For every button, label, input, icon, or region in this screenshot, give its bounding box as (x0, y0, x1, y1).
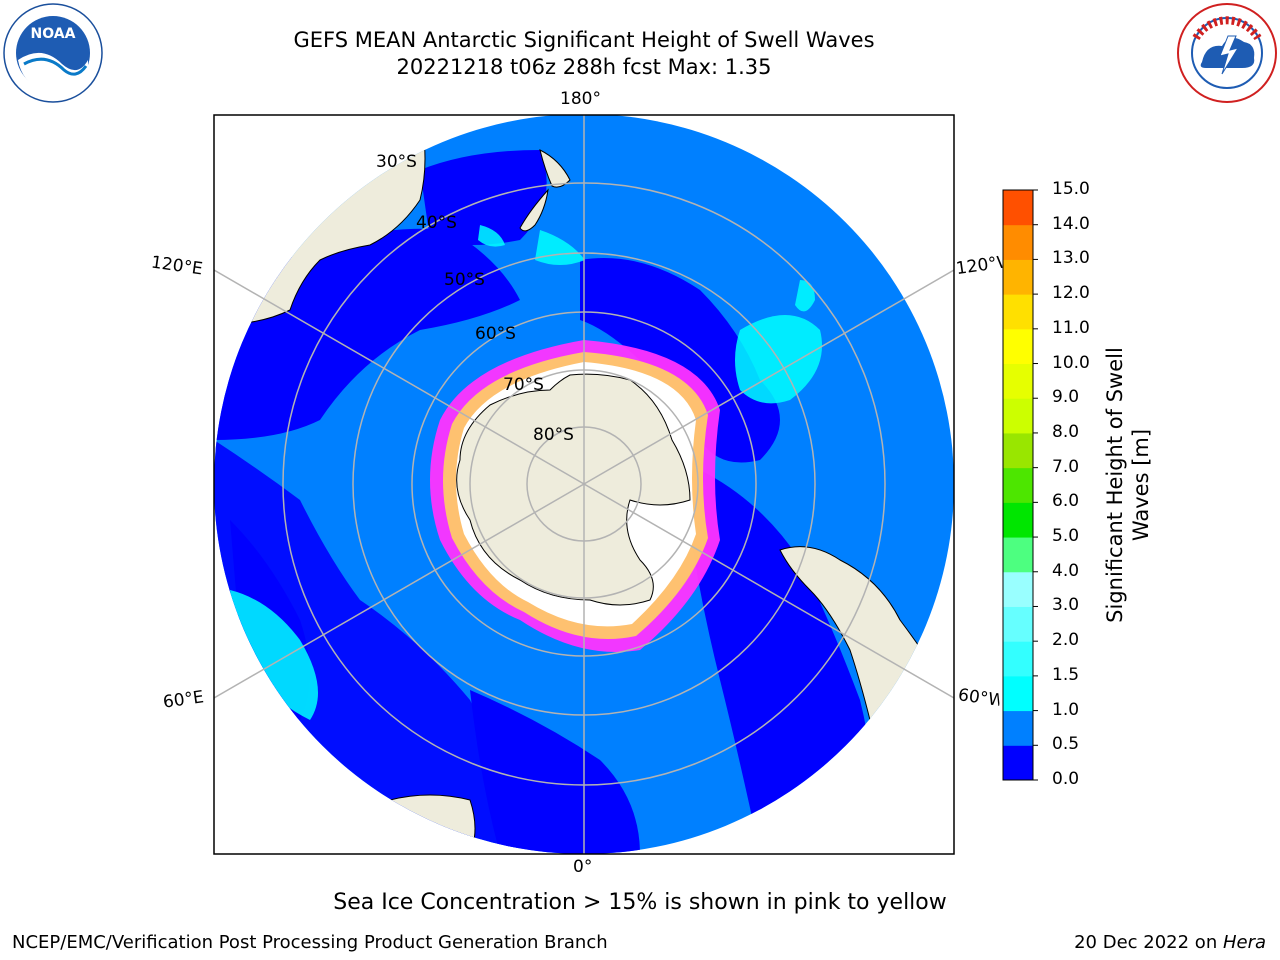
svg-text:NOAA: NOAA (31, 26, 76, 42)
colorbar-frame (1002, 189, 1034, 781)
colorbar-tick-label: 12.0 (1052, 283, 1090, 304)
lon-label-180: 180° (560, 89, 601, 109)
colorbar-tick-label: 7.0 (1052, 456, 1080, 477)
colorbar-tick-label: 9.0 (1052, 387, 1080, 408)
colorbar-band (1003, 432, 1033, 469)
colorbar-tick-label: 13.0 (1052, 248, 1090, 269)
colorbar-band (1003, 537, 1033, 573)
map-frame (213, 114, 955, 855)
colorbar-band (1003, 328, 1033, 365)
colorbar-band (1003, 571, 1033, 607)
colorbar-tick-label: 4.0 (1052, 560, 1080, 581)
colorbar-tick-label: 6.0 (1052, 491, 1080, 512)
lat-label-70s: 70°S (503, 375, 544, 395)
colorbar-tick-label: 11.0 (1052, 317, 1090, 338)
colorbar-tick-label: 0.0 (1052, 769, 1080, 789)
colorbar-band (1003, 363, 1033, 399)
footer-date-text: 20 Dec 2022 on (1074, 932, 1223, 953)
lat-label-40s: 40°S (416, 213, 457, 233)
colorbar-tick-label: 3.0 (1052, 595, 1080, 616)
lat-label-30s: 30°S (376, 152, 417, 172)
colorbar-band (1003, 190, 1033, 226)
colorbar-tick-label: 5.0 (1052, 526, 1080, 547)
colorbar-band (1003, 467, 1033, 503)
colorbar-tick-label: 8.0 (1052, 421, 1080, 442)
colorbar-tick-label: 15.0 (1052, 179, 1090, 199)
colorbar-band (1003, 398, 1033, 434)
sea-ice-note: Sea Ice Concentration > 15% is shown in … (333, 890, 947, 915)
meridians (214, 115, 954, 854)
footer-credit: NCEP/EMC/Verification Post Processing Pr… (12, 932, 608, 953)
colorbar-tick-label: 1.0 (1052, 699, 1080, 720)
colorbar-band (1003, 675, 1033, 712)
lat-label-60s: 60°S (475, 324, 516, 344)
colorbar-band (1003, 502, 1033, 538)
chart-subtitle: 20221218 t06z 288h fcst Max: 1.35 (396, 55, 772, 79)
colorbar-band (1003, 294, 1033, 330)
lon-label-0: 0° (573, 857, 593, 877)
colorbar-band (1003, 641, 1033, 677)
colorbar-band (1003, 745, 1033, 781)
colorbar-tick-label: 2.0 (1052, 630, 1080, 651)
colorbar-tick-label: 0.5 (1052, 734, 1080, 755)
footer-host: Hera (1222, 932, 1266, 953)
footer-date: 20 Dec 2022 on Hera (1074, 932, 1266, 953)
colorbar-band (1003, 224, 1033, 260)
chart-title: GEFS MEAN Antarctic Significant Height o… (293, 28, 875, 52)
lat-label-80s: 80°S (533, 425, 574, 445)
colorbar (1002, 189, 1038, 781)
colorbar-band (1003, 259, 1033, 295)
colorbar-tick-label: 14.0 (1052, 213, 1090, 234)
colorbar-label: Significant Height of Swell Waves [m] (1103, 347, 1153, 623)
colorbar-band (1003, 710, 1033, 746)
nws-logo (1177, 3, 1277, 103)
noaa-logo: NOAA (3, 3, 103, 103)
colorbar-tick-label: 10.0 (1052, 352, 1090, 373)
colorbar-tick-label: 1.5 (1052, 664, 1080, 685)
colorbar-band (1003, 606, 1033, 642)
lat-label-50s: 50°S (444, 270, 485, 290)
